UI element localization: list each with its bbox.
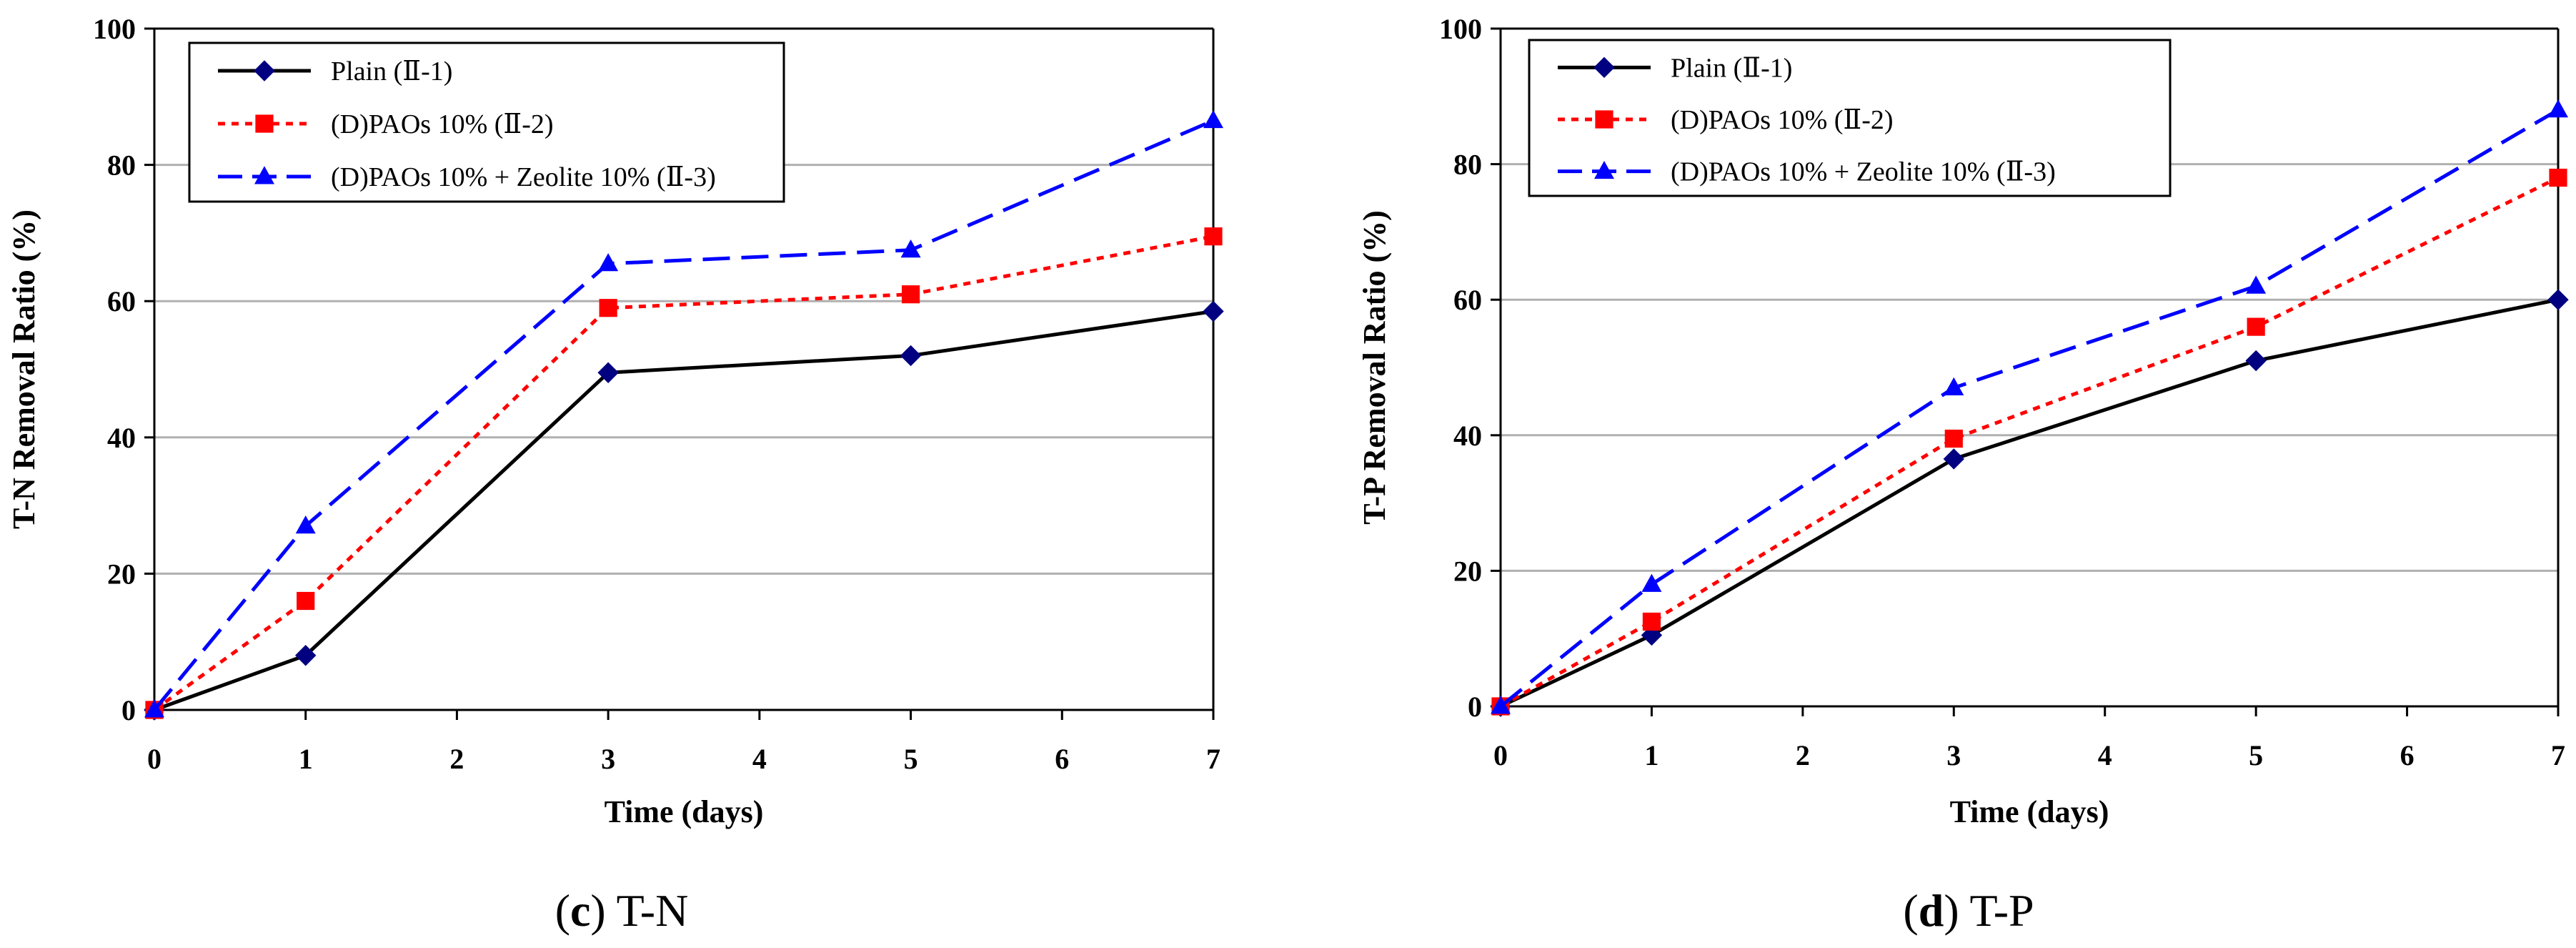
x-tick-label: 6 [2400, 739, 2415, 771]
panel-caption: (d) T-P [1903, 885, 2034, 936]
x-tick-label: 5 [2249, 739, 2263, 771]
legend-label: (D)PAOs 10% (Ⅱ-2) [1671, 105, 1894, 135]
legend-marker [1594, 160, 1614, 179]
series-line [154, 310, 1214, 712]
legend: Plain (Ⅱ-1) (D)PAOs 10% (Ⅱ-2) (D)PAOs 10% … [1528, 39, 2172, 197]
data-point [2245, 350, 2267, 372]
data-point [901, 285, 920, 304]
y-axis-title: T-N Removal Ratio (%) [6, 209, 41, 529]
x-tick-label: 1 [299, 743, 313, 775]
legend-label: (D)PAOs 10% (Ⅱ-2) [331, 109, 554, 139]
data-point [1203, 109, 1223, 129]
y-tick-label: 0 [121, 694, 136, 726]
y-tick-label: 0 [1468, 691, 1482, 723]
data-point [144, 699, 164, 718]
caption-close-paren: ) [590, 885, 616, 936]
x-tick-label: 6 [1055, 743, 1069, 775]
chart-panel-c: 0 20 40 60 80 100 0 1 2 3 4 5 6 7 Time (days) T-N Remov… [6, 13, 1224, 936]
legend-label: Plain (Ⅱ-1) [331, 56, 452, 87]
data-point [1204, 227, 1223, 246]
x-tick-label: 0 [147, 743, 161, 775]
legend-marker [1593, 56, 1615, 79]
legend: Plain (Ⅱ-1) (D)PAOs 10% (Ⅱ-2) (D)PAOs 10% … [188, 41, 785, 203]
data-point [2247, 317, 2265, 336]
data-point [1641, 573, 1662, 592]
x-tick-label: 7 [1206, 743, 1220, 775]
data-point [1491, 696, 1511, 714]
y-tick-label: 60 [1453, 284, 1482, 316]
series-line [1499, 176, 2560, 708]
y-tick-label: 40 [107, 422, 136, 454]
legend-label: (D)PAOs 10% + Zeolite 10% (Ⅱ-3) [331, 162, 716, 192]
data-point [1943, 448, 1964, 470]
series-line [153, 234, 1214, 712]
data-point [1944, 429, 1963, 448]
series-line [153, 119, 1214, 711]
y-axis-title: T-P Removal Ratio (%) [1357, 210, 1392, 525]
data-point [900, 240, 921, 258]
data-point [597, 362, 619, 383]
caption-letter: c [570, 885, 590, 936]
data-point [2548, 99, 2568, 118]
data-point [598, 253, 619, 272]
y-tick-label: 20 [1453, 555, 1482, 587]
data-point [599, 299, 617, 317]
x-axis-title: Time (days) [605, 794, 764, 829]
x-tick-label: 4 [2098, 739, 2112, 771]
x-tick-label: 2 [449, 743, 464, 775]
legend-marker [254, 166, 274, 184]
data-point [1944, 377, 1964, 395]
caption-title: T-N [617, 885, 689, 936]
x-tick-label: 5 [904, 743, 918, 775]
data-point [295, 645, 317, 666]
legend-label: Plain (Ⅱ-1) [1671, 53, 1792, 83]
series-1 [1490, 289, 2569, 717]
y-tick-label: 60 [107, 285, 136, 317]
y-tick-label: 100 [93, 13, 136, 45]
x-tick-label: 4 [752, 743, 767, 775]
y-tick-label: 100 [1439, 13, 1482, 45]
x-axis-title: Time (days) [1950, 794, 2109, 829]
x-tick-label: 7 [2551, 739, 2565, 771]
x-tick-label: 3 [1946, 739, 1961, 771]
caption-title: T-P [1969, 885, 2034, 936]
x-tick-label: 2 [1796, 739, 1810, 771]
legend-label: (D)PAOs 10% + Zeolite 10% (Ⅱ-3) [1671, 157, 2056, 187]
caption-open-paren: ( [555, 885, 570, 936]
chart-panel-d: 0 20 40 60 80 100 0 1 2 3 4 5 6 7 Time (days) T-P Remov… [1357, 13, 2569, 936]
series-3 [144, 109, 1223, 718]
data-point [295, 515, 316, 534]
data-point [1642, 612, 1661, 631]
legend-marker [254, 60, 275, 82]
data-point [2549, 168, 2567, 187]
y-tick-label: 20 [107, 558, 136, 590]
y-tick-label: 40 [1453, 420, 1482, 452]
data-point [2246, 275, 2267, 294]
caption-letter: d [1919, 885, 1944, 936]
series-3 [1491, 99, 2568, 714]
series-2 [145, 227, 1223, 719]
legend-marker [255, 114, 274, 133]
caption-open-paren: ( [1903, 885, 1918, 936]
data-point [297, 591, 315, 611]
data-point [2547, 289, 2569, 310]
data-point [1203, 300, 1224, 322]
y-tick-label: 80 [1453, 149, 1482, 181]
x-tick-label: 0 [1493, 739, 1508, 771]
x-tick-label: 1 [1644, 739, 1659, 771]
panel-caption: (c) T-N [555, 885, 689, 936]
x-tick-label: 3 [601, 743, 615, 775]
series-1 [144, 300, 1224, 721]
y-tick-label: 80 [107, 149, 136, 182]
legend-marker [1595, 110, 1613, 129]
caption-close-paren: ) [1944, 885, 1969, 936]
data-point [900, 345, 922, 367]
